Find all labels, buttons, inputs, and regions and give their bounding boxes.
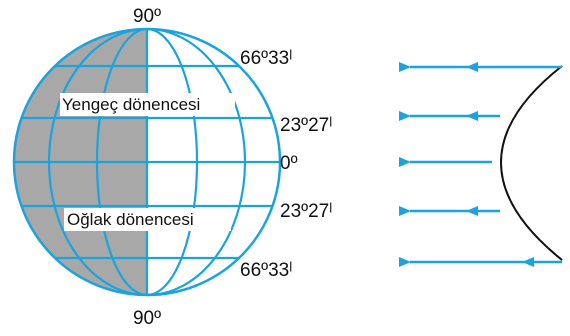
tropic-capricorn-label: Oğlak dönencesi	[67, 210, 194, 229]
sun-outline	[500, 65, 563, 261]
meridian-outer	[47, 29, 247, 295]
sun-ray-2	[399, 111, 500, 121]
south-pole-label: 90º	[133, 308, 161, 329]
meridian-inner	[95, 29, 199, 295]
latitude-label-capricorn: 23º27ˡ	[280, 201, 332, 222]
sun-ray-4	[399, 206, 500, 216]
latitude-label-equator: 0º	[280, 153, 298, 174]
latitude-label-arctic: 66º33ˡ	[240, 48, 292, 69]
tropic-cancer-label-bg	[60, 93, 235, 116]
sun-rays	[399, 62, 562, 267]
tropic-cancer-label: Yengeç dönencesi	[62, 95, 200, 114]
north-pole-label: 90º	[133, 6, 161, 27]
sun-ray-5	[399, 257, 562, 267]
latitude-label-cancer: 23º27ˡ	[280, 115, 332, 136]
globe: Yengeç dönencesi Oğlak dönencesi	[12, 27, 282, 297]
sun-ray-1	[399, 62, 562, 72]
globe-outline	[12, 27, 282, 297]
tropic-capricorn-label-bg	[64, 208, 231, 231]
latitude-label-antarctic: 66º33ˡ	[240, 260, 292, 281]
